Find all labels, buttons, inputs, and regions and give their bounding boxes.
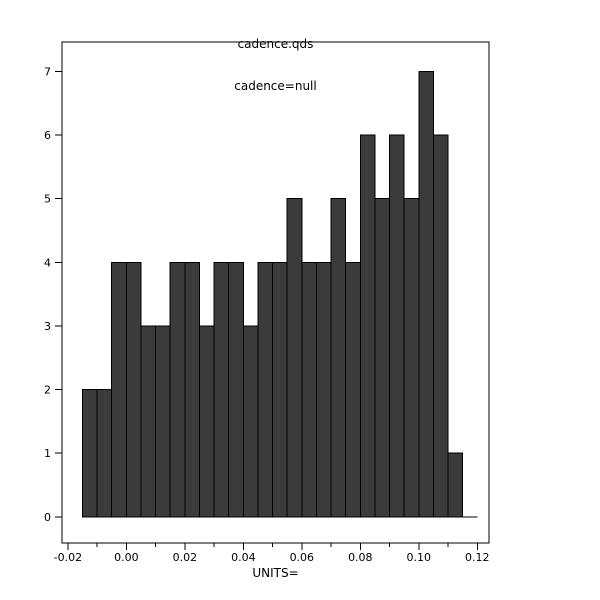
histogram-bar: [330, 198, 347, 518]
histogram-bar: [286, 198, 303, 518]
histogram-bar: [403, 198, 420, 518]
y-axis-tick-label: 5: [44, 193, 51, 206]
histogram-bar: [447, 452, 464, 518]
chart-header: cadence.qds cadence=null: [62, 9, 489, 121]
histogram-bar: [389, 134, 405, 518]
chart-subtitle: cadence=null: [234, 79, 317, 93]
x-axis-tick-label: 0.06: [290, 551, 315, 564]
histogram-bar: [81, 389, 98, 518]
y-axis-tick-label: 3: [44, 320, 51, 333]
histogram-bar: [184, 261, 200, 518]
x-axis-tick-label: 0.12: [465, 551, 490, 564]
y-axis-tick-label: 7: [44, 65, 51, 78]
histogram-bar: [198, 325, 215, 518]
histogram-bar: [272, 261, 288, 518]
histogram-bar: [242, 325, 259, 518]
plot-frame: [61, 41, 490, 544]
histogram-bar: [315, 261, 332, 518]
x-axis-tick-label: 0.02: [173, 551, 198, 564]
histogram-bar: [345, 261, 361, 518]
x-axis-tick-label: 0.00: [114, 551, 139, 564]
x-axis-tick-label: 0.10: [407, 551, 432, 564]
histogram-bar: [432, 134, 449, 518]
histogram-bar: [155, 325, 171, 518]
histogram-bar: [301, 261, 317, 518]
y-axis-tick-label: 4: [44, 256, 51, 269]
histogram-bar: [228, 261, 244, 518]
histogram-bar: [96, 389, 113, 518]
x-axis-label: UNITS=: [252, 566, 299, 580]
histogram-bar: [374, 198, 391, 518]
chart-title: cadence.qds: [237, 37, 314, 51]
histogram-bar: [257, 261, 274, 518]
x-axis-tick-label: 0.04: [231, 551, 256, 564]
histogram-bar: [418, 70, 434, 518]
y-axis-tick-label: 1: [44, 447, 51, 460]
histogram-bar: [140, 325, 157, 518]
histogram-bar: [125, 261, 142, 518]
histogram-bar: [213, 261, 230, 518]
histogram-bar: [359, 134, 376, 518]
histogram-bar: [111, 261, 127, 518]
y-axis-tick-label: 2: [44, 384, 51, 397]
x-axis-tick-label: 0.08: [348, 551, 373, 564]
y-axis-tick-label: 6: [44, 129, 51, 142]
histogram-bar: [169, 261, 186, 518]
y-axis-tick-label: 0: [44, 511, 51, 524]
x-axis-tick-label: -0.02: [54, 551, 82, 564]
